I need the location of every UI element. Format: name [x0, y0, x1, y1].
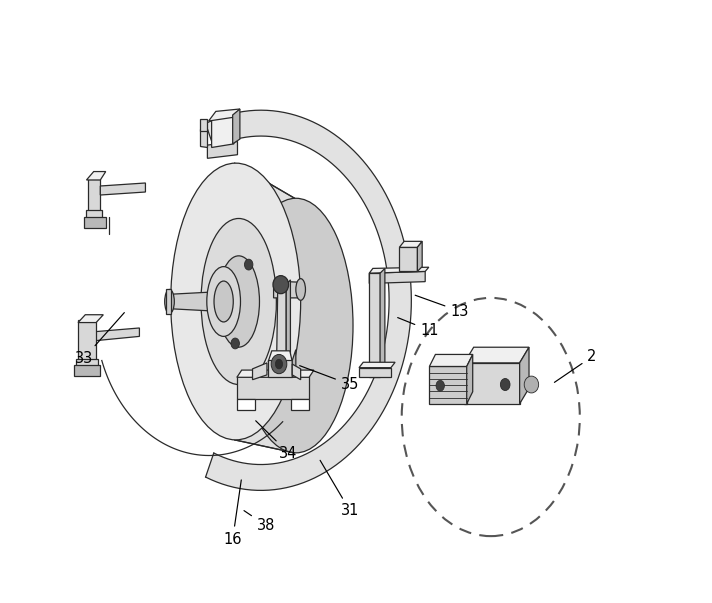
Polygon shape: [268, 361, 292, 377]
Text: 35: 35: [300, 365, 359, 392]
Polygon shape: [464, 363, 520, 404]
Ellipse shape: [239, 198, 353, 453]
Polygon shape: [370, 273, 380, 377]
Text: 34: 34: [256, 421, 298, 461]
Ellipse shape: [244, 259, 253, 270]
Polygon shape: [286, 280, 290, 363]
Polygon shape: [273, 281, 300, 298]
Polygon shape: [199, 119, 207, 131]
Ellipse shape: [206, 267, 241, 336]
Polygon shape: [399, 241, 422, 247]
Polygon shape: [417, 241, 422, 271]
Polygon shape: [399, 247, 417, 271]
Polygon shape: [233, 109, 240, 144]
Polygon shape: [292, 364, 300, 380]
Ellipse shape: [214, 281, 234, 322]
Polygon shape: [237, 370, 314, 377]
Polygon shape: [75, 365, 100, 376]
Ellipse shape: [171, 163, 300, 440]
Text: 2: 2: [555, 349, 597, 382]
Polygon shape: [237, 376, 309, 399]
Ellipse shape: [164, 289, 174, 314]
Polygon shape: [429, 355, 473, 367]
Polygon shape: [199, 130, 207, 148]
Polygon shape: [100, 183, 145, 195]
Ellipse shape: [231, 338, 239, 349]
Ellipse shape: [271, 355, 287, 374]
Polygon shape: [86, 171, 105, 180]
Ellipse shape: [201, 218, 276, 385]
Polygon shape: [466, 355, 473, 404]
Polygon shape: [520, 347, 529, 404]
Polygon shape: [429, 367, 466, 404]
Polygon shape: [370, 267, 429, 273]
Polygon shape: [84, 217, 106, 228]
Ellipse shape: [276, 359, 283, 369]
Polygon shape: [78, 320, 96, 369]
Polygon shape: [291, 399, 309, 410]
Ellipse shape: [436, 380, 444, 391]
Polygon shape: [96, 328, 140, 341]
Polygon shape: [276, 285, 286, 363]
Ellipse shape: [218, 256, 259, 347]
Text: 13: 13: [415, 295, 468, 318]
Polygon shape: [292, 350, 296, 377]
Ellipse shape: [524, 376, 539, 393]
Text: 11: 11: [398, 318, 439, 338]
Polygon shape: [464, 347, 529, 363]
Polygon shape: [209, 109, 240, 121]
Polygon shape: [166, 289, 171, 314]
Text: 31: 31: [320, 460, 359, 519]
Polygon shape: [207, 142, 238, 159]
Polygon shape: [370, 271, 425, 283]
Ellipse shape: [296, 279, 305, 300]
Polygon shape: [253, 363, 267, 380]
Polygon shape: [78, 315, 103, 323]
Polygon shape: [86, 210, 102, 219]
Ellipse shape: [273, 276, 288, 294]
Polygon shape: [268, 351, 292, 362]
Text: 16: 16: [224, 480, 242, 547]
Polygon shape: [359, 362, 395, 368]
Polygon shape: [380, 268, 385, 377]
Polygon shape: [359, 368, 391, 377]
Polygon shape: [211, 115, 234, 148]
Polygon shape: [88, 178, 100, 221]
Text: 33: 33: [75, 312, 125, 365]
Text: 38: 38: [244, 511, 275, 533]
Polygon shape: [76, 359, 98, 368]
Polygon shape: [169, 292, 215, 311]
Ellipse shape: [501, 379, 510, 391]
Polygon shape: [237, 399, 255, 410]
Polygon shape: [234, 163, 295, 453]
Polygon shape: [206, 110, 412, 490]
